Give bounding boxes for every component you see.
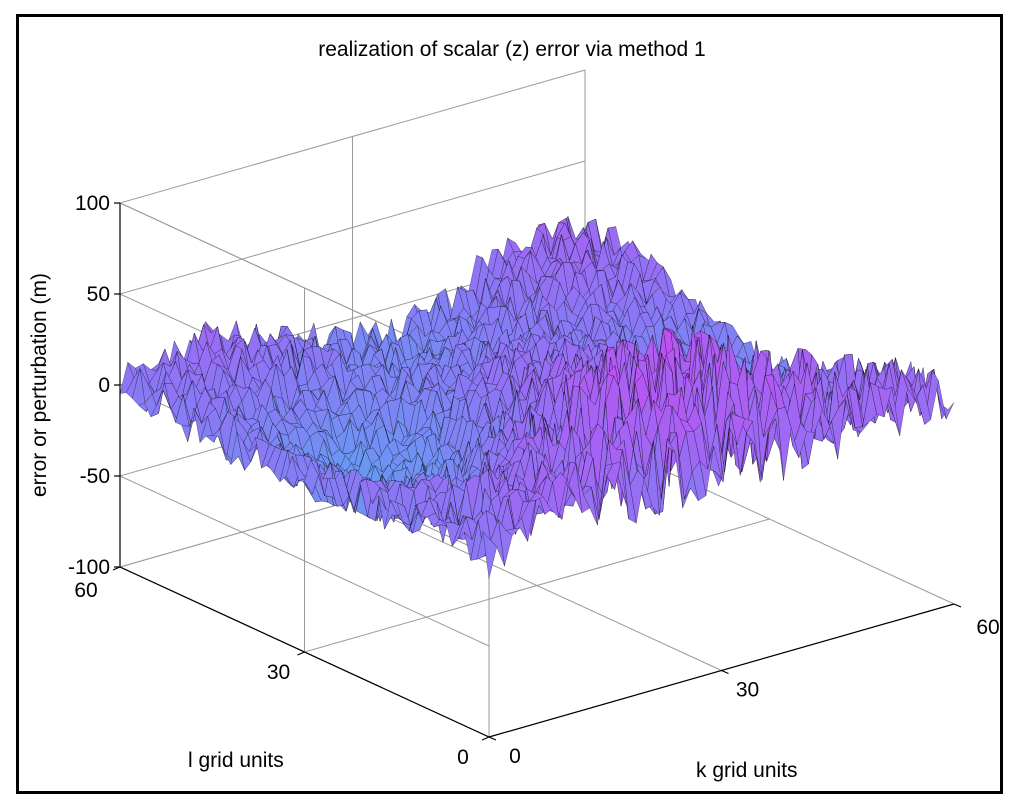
chart-title: realization of scalar (z) error via meth…: [318, 38, 706, 61]
tick-labels: -100 -50 0 50 100 0 30 60 0 30 60: [68, 192, 1000, 769]
k-tick: [721, 669, 729, 675]
grid-line: [304, 518, 770, 653]
l-tick: [112, 566, 121, 571]
l-tick-label: 30: [267, 661, 290, 684]
l-axis-label: l grid units: [188, 749, 284, 772]
l-tick: [481, 736, 490, 741]
l-tick-label: 0: [457, 746, 469, 769]
k-tick-label: 30: [736, 679, 759, 702]
z-tick-label: 100: [75, 192, 110, 215]
k-tick: [953, 603, 962, 608]
z-tick-label: -50: [80, 465, 110, 488]
axes: [112, 202, 962, 741]
k-tick-label: 60: [976, 616, 999, 639]
z-tick-label: 50: [87, 283, 110, 306]
z-axis-label: error or perturbation (m): [28, 272, 51, 498]
z-tick-label: 0: [98, 374, 110, 397]
k-tick: [488, 736, 497, 741]
z-tick-label: -100: [68, 556, 110, 579]
l-tick-label: 60: [74, 579, 97, 602]
k-tick-label: 0: [509, 745, 521, 768]
surface-patch: [482, 531, 497, 579]
error-surface: [119, 215, 955, 579]
l-tick: [297, 651, 305, 656]
k-axis-label: k grid units: [696, 759, 798, 782]
